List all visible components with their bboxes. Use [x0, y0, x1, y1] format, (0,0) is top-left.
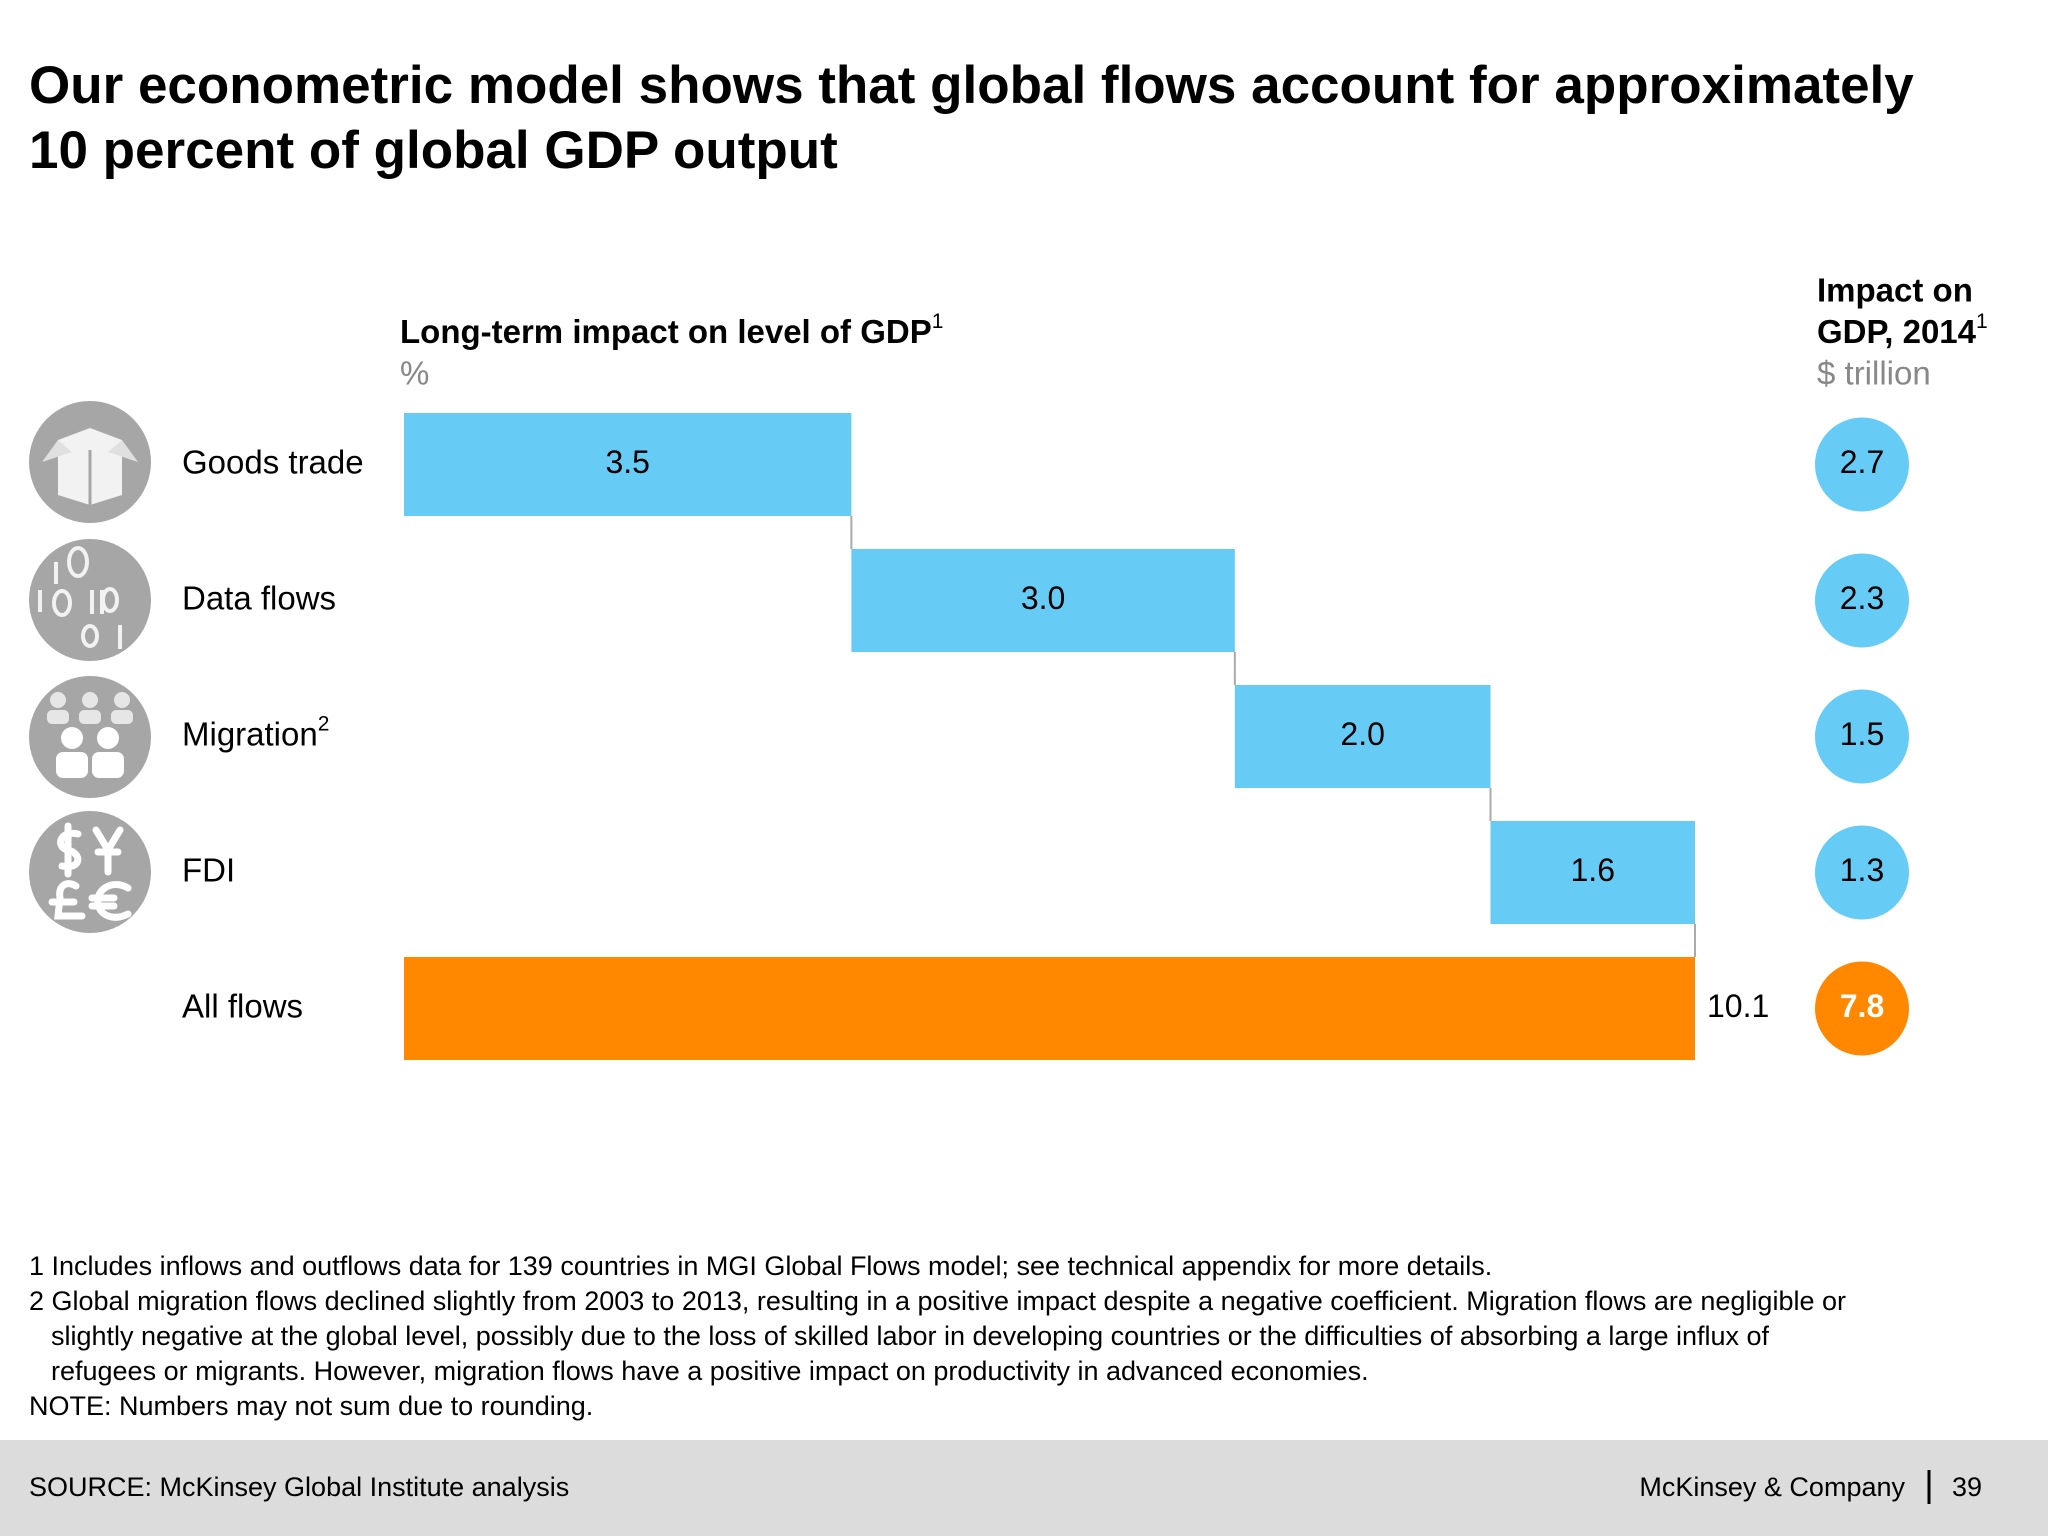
- side-marker: [1815, 961, 1909, 1056]
- source: SOURCE: McKinsey Global Institute analys…: [29, 1472, 569, 1502]
- icon-fdi: [29, 811, 151, 933]
- icon-goods: [29, 401, 151, 523]
- side-value: 2.3: [1840, 580, 1884, 616]
- category-label: All flows: [182, 987, 303, 1024]
- axis-title: Long-term impact on level of GDP1: [400, 310, 943, 350]
- category-label: Data flows: [182, 579, 336, 616]
- icon-data: [29, 539, 151, 661]
- footnote: NOTE: Numbers may not sum due to roundin…: [29, 1391, 593, 1421]
- side-value: 7.8: [1840, 988, 1884, 1024]
- footnote: refugees or migrants. However, migration…: [51, 1356, 1369, 1386]
- axis-title-text: Long-term impact on level of GDP: [400, 313, 932, 350]
- category-label: Goods trade: [182, 443, 364, 480]
- side-marker: [1815, 417, 1909, 512]
- side-marker: [1815, 825, 1909, 920]
- side-title-text: GDP, 2014: [1817, 313, 1977, 350]
- footnote-mark: 1: [1976, 310, 1988, 333]
- value-label: 3.0: [1021, 580, 1065, 616]
- side-marker: [1815, 553, 1909, 648]
- side-value: 1.3: [1840, 852, 1884, 888]
- category-text: Goods trade: [182, 443, 364, 480]
- category-label: Migration2: [182, 712, 329, 752]
- category-label: FDI: [182, 851, 235, 888]
- bar: [851, 549, 1235, 652]
- bar: [1490, 821, 1695, 924]
- value-label: 10.1: [1707, 988, 1769, 1024]
- category-text: Data flows: [182, 579, 336, 616]
- footnote: 1 Includes inflows and outflows data for…: [29, 1251, 1492, 1281]
- page-number: 39: [1952, 1472, 1982, 1502]
- footnote-mark: 1: [932, 310, 944, 333]
- side-marker: [1815, 689, 1909, 784]
- value-label: 2.0: [1340, 716, 1384, 752]
- side-value: 1.5: [1840, 716, 1884, 752]
- footer-band: [0, 1440, 2048, 1536]
- side-title: Impact on: [1817, 272, 1973, 309]
- company: McKinsey & Company: [1639, 1472, 1905, 1502]
- bar: [404, 413, 852, 516]
- footnote-mark: 2: [318, 712, 330, 735]
- side-title: GDP, 20141: [1817, 310, 1988, 350]
- icon-migration: [29, 676, 151, 798]
- title-line: Our econometric model shows that global …: [29, 56, 1914, 115]
- category-text: Migration: [182, 715, 318, 752]
- axis-unit: %: [400, 355, 429, 392]
- total-bar: [404, 957, 1695, 1060]
- bar: [1234, 685, 1491, 788]
- side-value: 2.7: [1840, 444, 1884, 480]
- footnote: 2 Global migration flows declined slight…: [29, 1286, 1846, 1316]
- value-label: 1.6: [1571, 852, 1615, 888]
- category-text: All flows: [182, 987, 303, 1024]
- category-text: FDI: [182, 851, 235, 888]
- side-unit: $ trillion: [1817, 355, 1931, 392]
- title-line: 10 percent of global GDP output: [29, 121, 838, 180]
- footnote: slightly negative at the global level, p…: [51, 1321, 1770, 1351]
- value-label: 3.5: [605, 444, 649, 480]
